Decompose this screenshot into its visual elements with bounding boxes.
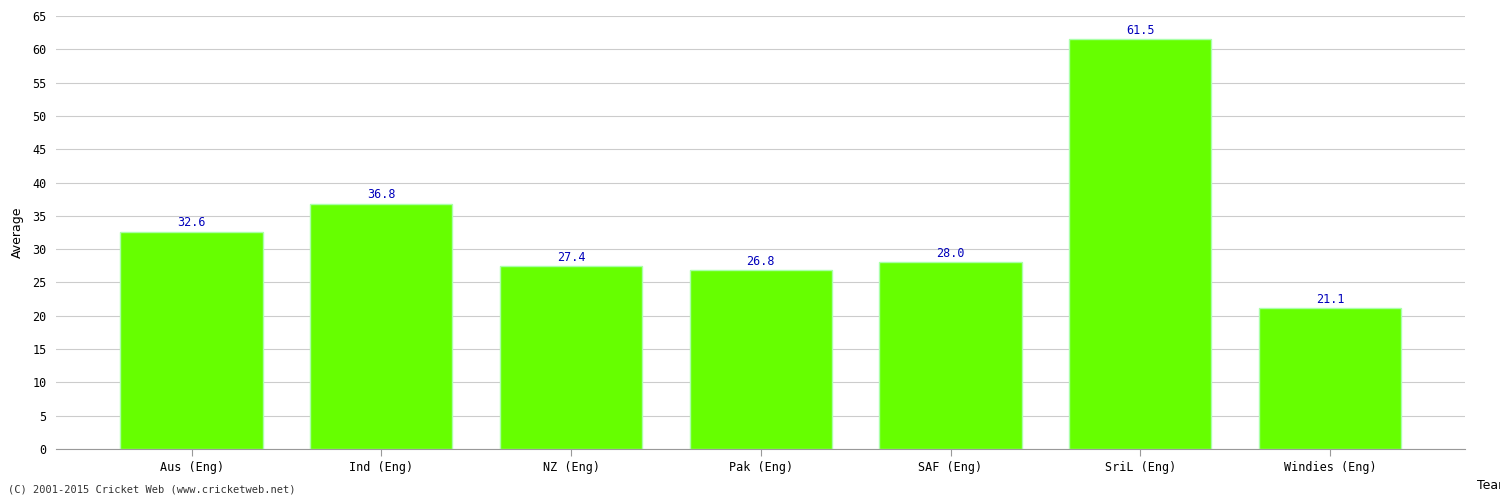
Y-axis label: Average: Average	[10, 207, 24, 258]
Text: 28.0: 28.0	[936, 247, 964, 260]
Bar	[500, 266, 642, 449]
Text: 36.8: 36.8	[368, 188, 396, 201]
Text: 27.4: 27.4	[556, 251, 585, 264]
Bar	[1258, 308, 1401, 449]
Bar	[879, 262, 1022, 449]
Text: 61.5: 61.5	[1126, 24, 1155, 37]
Bar	[1070, 40, 1212, 449]
X-axis label: Team: Team	[1476, 479, 1500, 492]
Bar	[690, 270, 832, 449]
Bar	[120, 232, 262, 449]
Bar	[310, 204, 453, 449]
Text: 32.6: 32.6	[177, 216, 206, 229]
Text: (C) 2001-2015 Cricket Web (www.cricketweb.net): (C) 2001-2015 Cricket Web (www.cricketwe…	[8, 485, 296, 495]
Text: 21.1: 21.1	[1316, 293, 1344, 306]
Text: 26.8: 26.8	[747, 255, 776, 268]
